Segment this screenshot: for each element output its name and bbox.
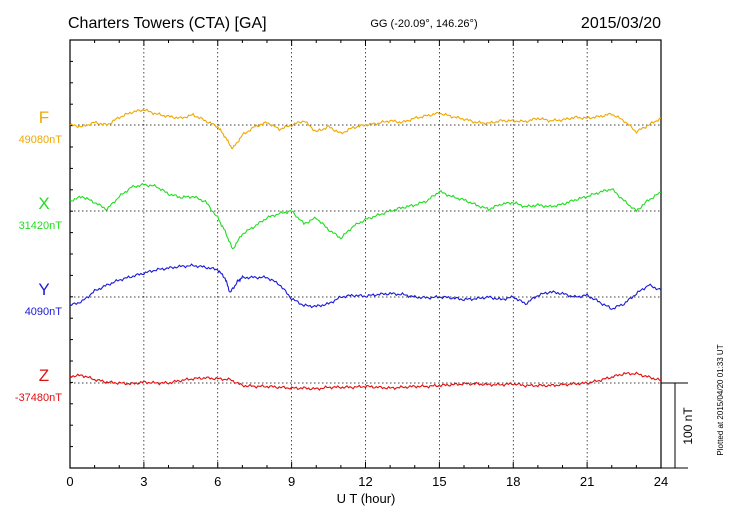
series-line-y	[69, 263, 662, 310]
station-title: Charters Towers (CTA) [GA]	[68, 15, 267, 32]
grid-lines	[143, 40, 588, 468]
series-baseline-f: 49080nT	[19, 134, 63, 146]
series-name-z: Z	[39, 366, 49, 385]
series-lines	[69, 108, 662, 391]
x-axis: 0 3 6 9 12 15 18 21 24	[66, 39, 668, 489]
x-axis-label: U T (hour)	[337, 491, 396, 506]
x-tick-label: 15	[432, 474, 446, 489]
date-label: 2015/03/20	[581, 15, 661, 32]
x-tick-label: 12	[358, 474, 372, 489]
series-name-y: Y	[38, 280, 49, 299]
baselines	[70, 124, 661, 384]
series-baseline-x: 31420nT	[19, 220, 63, 232]
series-baseline-y: 4090nT	[25, 306, 63, 318]
x-tick-label: 24	[654, 474, 668, 489]
plotted-note: Plotted at 2015/04/20 01:33 UT	[716, 344, 725, 455]
x-tick-label: 18	[506, 474, 520, 489]
series-line-z	[69, 371, 662, 391]
scale-bar-label: 100 nT	[681, 407, 695, 445]
series-name-x: X	[38, 194, 49, 213]
x-tick-label: 6	[214, 474, 221, 489]
series-line-f	[69, 108, 662, 150]
x-tick-label: 21	[580, 474, 594, 489]
x-tick-label: 9	[288, 474, 295, 489]
x-tick-label: 0	[66, 474, 73, 489]
scale-bar: 100 nT	[661, 382, 695, 469]
coordinates-label: GG (-20.09°, 146.26°)	[370, 18, 477, 30]
series-labels: F 49080nT X 31420nT Y 4090nT Z -37480nT	[15, 108, 62, 404]
series-name-f: F	[39, 108, 49, 127]
series-line-x	[69, 182, 661, 250]
series-baseline-z: -37480nT	[15, 392, 62, 404]
x-tick-label: 3	[140, 474, 147, 489]
